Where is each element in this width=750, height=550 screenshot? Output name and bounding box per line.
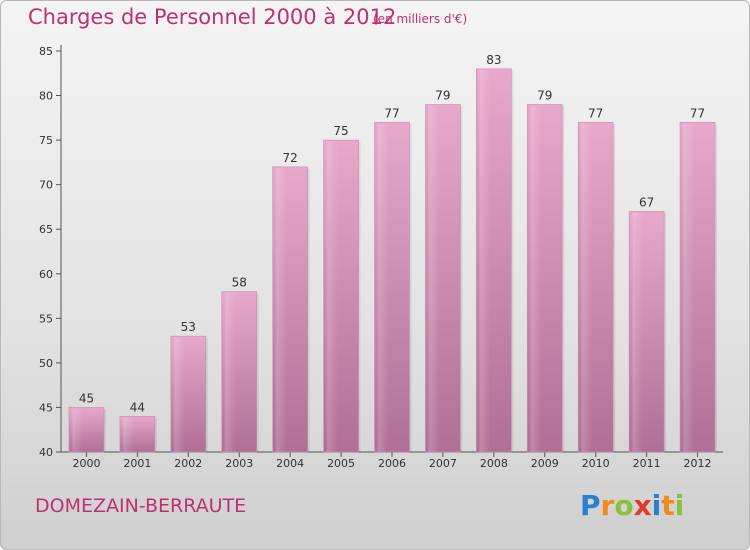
bar-highlight <box>478 69 491 453</box>
bar-value-label: 53 <box>181 320 196 334</box>
x-tick-label: 2010 <box>582 457 610 470</box>
bar-value-label: 45 <box>79 391 94 405</box>
bar-highlight <box>172 337 186 452</box>
data-labels: 45 44 53 58 72 75 77 79 83 79 77 67 77 <box>79 53 705 415</box>
x-tick-label: 2000 <box>72 457 100 470</box>
x-tick-label: 2002 <box>174 457 202 470</box>
logo-letter: o <box>614 489 634 522</box>
proxiti-logo[interactable]: Proxiti <box>580 489 684 522</box>
y-tick-label: 40 <box>39 446 53 459</box>
y-tick-label: 70 <box>39 179 53 192</box>
bar-highlight <box>376 123 389 453</box>
bar-highlight <box>580 123 593 453</box>
x-tick-label: 2007 <box>429 457 457 470</box>
bar-value-label: 44 <box>130 400 145 414</box>
y-tick-label: 55 <box>39 312 53 325</box>
y-tick-label: 75 <box>39 134 53 147</box>
bar-highlight <box>70 408 84 452</box>
x-tick-label: 2012 <box>684 457 712 470</box>
bar-highlight <box>121 417 135 452</box>
bar-value-label: 79 <box>435 88 450 102</box>
x-tick-label: 2011 <box>633 457 661 470</box>
x-tick-label: 2006 <box>378 457 406 470</box>
y-tick-label: 50 <box>39 357 53 370</box>
bars <box>68 68 718 453</box>
chart-title: Charges de Personnel 2000 à 2012 <box>28 5 397 29</box>
logo-letter: i <box>651 489 662 522</box>
bar-highlight <box>325 141 338 452</box>
bar-highlight <box>682 123 695 453</box>
logo-letter: t <box>661 489 675 522</box>
bar-value-label: 77 <box>384 106 399 120</box>
bar-value-label: 77 <box>588 106 603 120</box>
bar-highlight <box>427 105 440 452</box>
logo-letter: x <box>633 489 652 522</box>
bar-value-label: 77 <box>690 106 705 120</box>
x-tick-label: 2005 <box>327 457 355 470</box>
logo-letter: r <box>600 489 615 522</box>
y-tick-label: 65 <box>39 223 53 236</box>
x-tick-label: 2004 <box>276 457 304 470</box>
bar-highlight <box>274 167 287 452</box>
bar-highlight <box>529 105 542 452</box>
bar-value-label: 58 <box>232 276 247 290</box>
bar-value-label: 79 <box>537 88 552 102</box>
bar-highlight <box>223 292 236 452</box>
commune-name: DOMEZAIN-BERRAUTE <box>35 495 247 517</box>
bar-value-label: 75 <box>333 124 348 138</box>
bar-value-label: 83 <box>486 53 501 67</box>
x-tick-label: 2001 <box>123 457 151 470</box>
axes: 40 45 50 55 60 65 70 75 80 85 2000 2001 2002 2003 2004… <box>39 45 723 470</box>
logo-letter: P <box>580 489 601 522</box>
x-tick-label: 2003 <box>225 457 253 470</box>
y-tick-label: 80 <box>39 90 53 103</box>
bar-value-label: 67 <box>639 195 654 209</box>
x-tick-label: 2009 <box>531 457 559 470</box>
y-tick-label: 60 <box>39 268 53 281</box>
y-tick-label: 85 <box>39 45 53 58</box>
bar-highlight <box>631 212 644 452</box>
chart-unit-note: (en milliers d'€) <box>373 12 468 26</box>
x-tick-label: 2008 <box>480 457 508 470</box>
bar-value-label: 72 <box>283 151 298 165</box>
logo-letter: i <box>674 489 685 522</box>
y-tick-label: 45 <box>39 401 53 414</box>
